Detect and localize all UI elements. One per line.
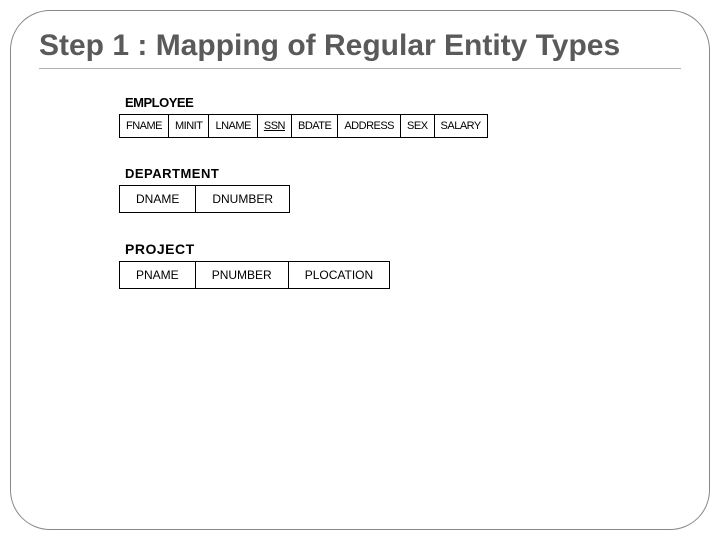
project-table-block: PROJECT PNAME PNUMBER PLOCATION: [119, 241, 681, 289]
department-col-dnumber: DNUMBER: [196, 185, 290, 213]
employee-col-minit: MINIT: [169, 114, 209, 138]
employee-col-lname: LNAME: [209, 114, 257, 138]
employee-table-block: EMPLOYEE FNAME MINIT LNAME SSN BDATE ADD…: [119, 95, 681, 138]
title-underline: [39, 68, 681, 69]
project-table-name: PROJECT: [125, 241, 681, 257]
slide-frame: Step 1 : Mapping of Regular Entity Types…: [10, 10, 710, 530]
employee-table-name: EMPLOYEE: [125, 95, 681, 110]
employee-col-fname: FNAME: [119, 114, 169, 138]
project-col-pnumber: PNUMBER: [196, 261, 289, 289]
schema-content: EMPLOYEE FNAME MINIT LNAME SSN BDATE ADD…: [39, 95, 681, 289]
employee-col-address: ADDRESS: [338, 114, 401, 138]
project-col-pname: PNAME: [119, 261, 196, 289]
employee-col-bdate: BDATE: [292, 114, 338, 138]
department-schema-row: DNAME DNUMBER: [119, 185, 681, 213]
department-table-name: DEPARTMENT: [125, 166, 681, 181]
project-schema-row: PNAME PNUMBER PLOCATION: [119, 261, 681, 289]
employee-schema-row: FNAME MINIT LNAME SSN BDATE ADDRESS SEX …: [119, 114, 681, 138]
department-col-dname: DNAME: [119, 185, 196, 213]
employee-col-sex: SEX: [401, 114, 435, 138]
employee-col-salary: SALARY: [435, 114, 488, 138]
slide-title: Step 1 : Mapping of Regular Entity Types: [39, 29, 681, 64]
employee-col-ssn: SSN: [258, 114, 292, 138]
department-table-block: DEPARTMENT DNAME DNUMBER: [119, 166, 681, 213]
project-col-plocation: PLOCATION: [289, 261, 390, 289]
